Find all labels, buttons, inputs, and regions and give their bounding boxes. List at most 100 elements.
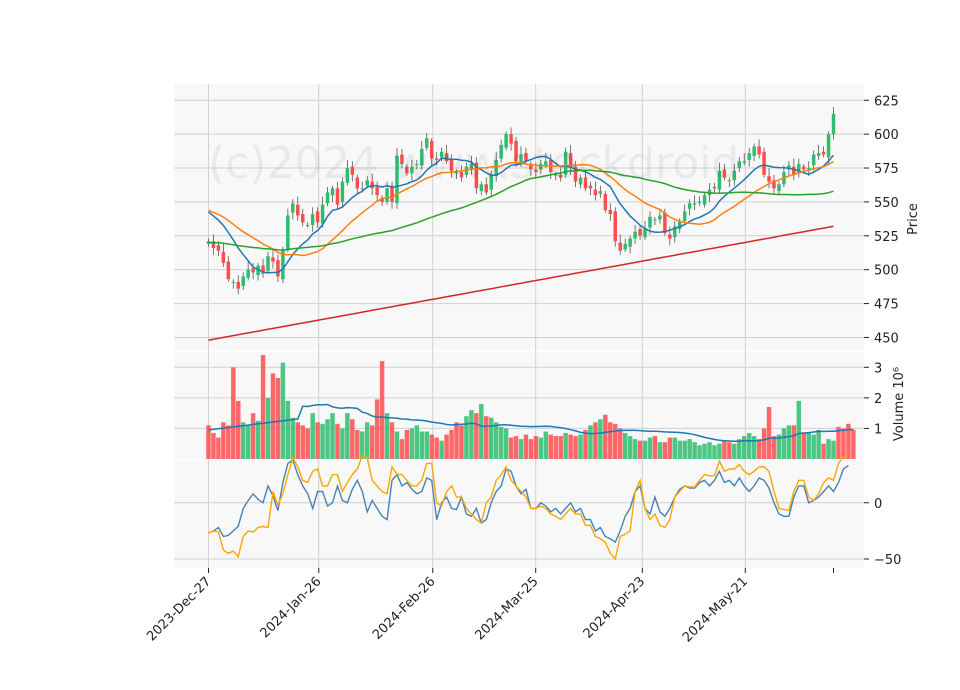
volume-bar: [627, 436, 633, 459]
candle-body: [325, 192, 330, 204]
price-axis-label: Price: [906, 203, 921, 235]
volume-bar: [732, 443, 737, 459]
candle-body: [673, 226, 677, 238]
volume-bar: [503, 428, 509, 459]
volume-bar: [811, 434, 816, 459]
candle-body: [504, 134, 508, 148]
volume-bar: [325, 419, 330, 459]
candle-body: [410, 166, 414, 174]
volume-bar: [449, 429, 454, 459]
candle-body: [236, 281, 240, 289]
volume-bar: [568, 434, 573, 459]
candle-body: [732, 170, 737, 181]
volume-bar: [657, 442, 663, 459]
volume-bar: [697, 445, 702, 459]
candle-body: [420, 149, 424, 166]
volume-tick-label: 1: [874, 422, 882, 437]
volume-bar: [459, 425, 464, 459]
candle-body: [653, 219, 657, 221]
candle-body: [792, 166, 796, 175]
candle-body: [494, 159, 498, 177]
volume-bar: [345, 413, 350, 459]
volume-bar: [712, 445, 717, 459]
moving-average-line: [208, 169, 834, 251]
volume-bar: [404, 429, 410, 459]
volume-bar: [548, 434, 553, 459]
volume-bar: [573, 436, 578, 459]
candle-body: [787, 165, 791, 170]
candle-body: [350, 166, 355, 175]
candle-body: [608, 210, 613, 215]
volume-bar: [523, 434, 529, 459]
candle-body: [563, 151, 568, 175]
candle-body: [395, 155, 399, 204]
candle-body: [831, 113, 836, 135]
candle-body: [296, 204, 300, 216]
candle-body: [241, 276, 245, 286]
candle-body: [588, 185, 593, 189]
candle-body: [390, 185, 394, 202]
volume-bar: [300, 425, 305, 459]
volume-bar: [315, 422, 320, 459]
candle-body: [335, 188, 340, 205]
volume-bar: [598, 419, 603, 459]
candle-body: [539, 163, 543, 170]
volume-bar: [717, 443, 722, 459]
volume-bar: [682, 440, 687, 459]
volume-bar: [836, 426, 841, 459]
chart-watermark: (c)2024 www.stockdroid: [208, 138, 739, 189]
candle-body: [658, 215, 662, 220]
volume-bar: [533, 436, 539, 459]
candle-body: [583, 177, 588, 189]
volume-bar: [265, 397, 271, 459]
candle-body: [623, 243, 627, 250]
candle-body: [802, 166, 806, 170]
price-tick-label: 625: [874, 94, 899, 109]
candle-body: [281, 249, 285, 280]
volume-bar: [409, 428, 415, 459]
candle-body: [469, 163, 474, 169]
candle-body: [797, 163, 801, 174]
candle-body: [454, 172, 459, 174]
volume-bar: [662, 442, 668, 459]
volume-bar: [250, 413, 256, 459]
volume-bar: [583, 429, 588, 459]
candle-body: [544, 161, 548, 166]
oscillator-line: [208, 458, 849, 544]
candle-body: [271, 257, 275, 262]
candle-body: [286, 215, 290, 250]
price-tick-label: 550: [874, 196, 899, 211]
volume-bar: [513, 436, 519, 459]
candle-body: [613, 211, 617, 242]
volume-bar: [846, 423, 851, 459]
volume-bar: [226, 425, 231, 459]
candle-body: [717, 170, 722, 190]
candle-body: [514, 140, 518, 162]
moving-average-line: [208, 225, 834, 341]
candle-body: [509, 134, 513, 144]
volume-bar: [707, 442, 712, 459]
volume-bar: [364, 422, 370, 459]
candle-body: [772, 180, 776, 189]
volume-bar: [806, 433, 811, 459]
candle-body: [826, 134, 831, 158]
volume-bar: [374, 399, 380, 459]
candle-body: [415, 163, 419, 165]
volume-bar: [493, 422, 499, 459]
volume-bar: [588, 425, 593, 459]
volume-bar: [419, 431, 425, 459]
volume-bar: [722, 440, 727, 459]
candlestick-series: [206, 107, 836, 295]
candle-body: [811, 154, 816, 166]
volume-bar: [489, 417, 494, 459]
candle-body: [663, 212, 667, 234]
volume-bar: [727, 442, 732, 459]
candle-body: [593, 189, 598, 196]
oscillator-tick-label: −50: [874, 553, 901, 568]
volume-bar: [652, 436, 658, 459]
volume-bar: [771, 436, 777, 459]
oscillator-lines: [208, 454, 849, 561]
candle-body: [618, 242, 622, 251]
volume-bar: [751, 436, 757, 459]
